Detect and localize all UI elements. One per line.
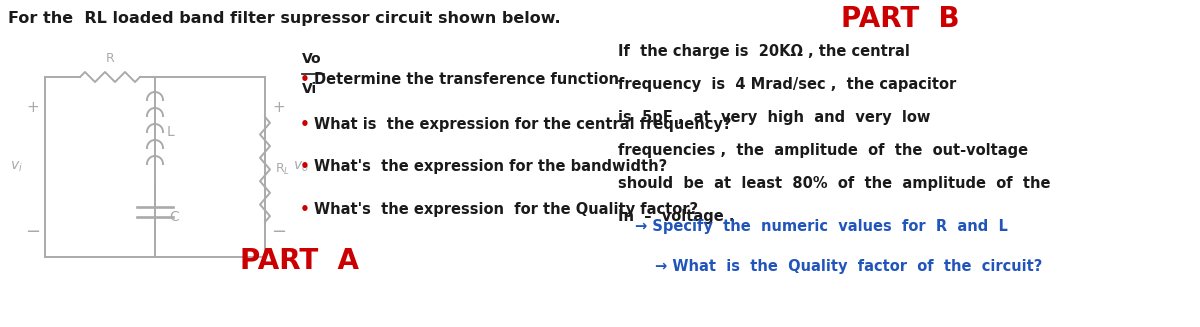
Text: −: −	[25, 223, 41, 241]
Text: For the  RL loaded band filter supressor circuit shown below.: For the RL loaded band filter supressor …	[8, 11, 560, 26]
Text: •: •	[300, 117, 310, 132]
Text: PART  B: PART B	[841, 5, 959, 33]
Text: → What  is  the  Quality  factor  of  the  circuit?: → What is the Quality factor of the circ…	[655, 259, 1043, 274]
Text: should  be  at  least  80%  of  the  amplitude  of  the: should be at least 80% of the amplitude …	[618, 176, 1050, 191]
Text: frequency  is  4 Mrad/sec ,  the capacitor: frequency is 4 Mrad/sec , the capacitor	[618, 77, 956, 92]
Text: If  the charge is  20KΩ , the central: If the charge is 20KΩ , the central	[618, 44, 910, 59]
Text: R$_L$: R$_L$	[275, 162, 290, 177]
Text: is  5pF ,  at  very  high  and  very  low: is 5pF , at very high and very low	[618, 110, 930, 125]
Text: In  –  voltage .: In – voltage .	[618, 209, 734, 224]
Text: → Specify  the  numeric  values  for  R  and  L: → Specify the numeric values for R and L	[635, 219, 1008, 234]
Text: L: L	[167, 125, 175, 139]
Text: Determine the transference function: Determine the transference function	[314, 72, 619, 87]
Text: •: •	[300, 159, 310, 174]
Text: What's  the expression  for the Quality factor?: What's the expression for the Quality fa…	[314, 202, 698, 217]
Text: Vi: Vi	[302, 82, 317, 96]
Text: What's  the expression for the bandwidth?: What's the expression for the bandwidth?	[314, 159, 667, 174]
Text: C: C	[169, 210, 179, 224]
Text: •: •	[300, 72, 310, 87]
Text: +: +	[26, 99, 40, 114]
Text: PART  A: PART A	[240, 247, 360, 275]
Text: −: −	[271, 223, 287, 241]
Text: Vo: Vo	[302, 52, 322, 66]
Text: frequencies ,  the  amplitude  of  the  out-voltage: frequencies , the amplitude of the out-v…	[618, 143, 1028, 158]
Text: What is  the expression for the central frequency?: What is the expression for the central f…	[314, 117, 732, 132]
Text: v$_o$: v$_o$	[293, 160, 308, 174]
Text: •: •	[300, 202, 310, 217]
Text: v$_i$: v$_i$	[11, 160, 24, 174]
Text: R: R	[106, 52, 114, 65]
Text: +: +	[272, 99, 286, 114]
